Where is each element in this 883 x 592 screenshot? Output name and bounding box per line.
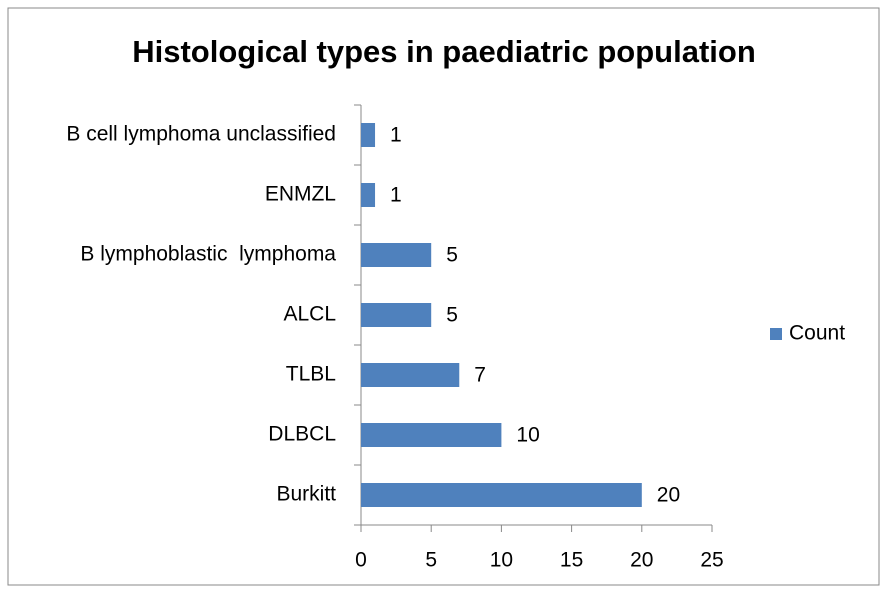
bar xyxy=(361,243,432,267)
bar xyxy=(361,303,432,327)
y-tick-label: B lymphoblastic lymphoma xyxy=(80,243,336,266)
data-label: 1 xyxy=(390,124,402,147)
y-tick-label: ENMZL xyxy=(265,183,336,206)
y-tick-label: Burkitt xyxy=(276,483,336,506)
data-label: 5 xyxy=(446,244,458,267)
data-label: 7 xyxy=(474,364,486,387)
x-tick-label: 15 xyxy=(560,549,583,572)
x-tick-label: 10 xyxy=(490,549,513,572)
x-tick-label: 20 xyxy=(630,549,653,572)
x-tick-label: 0 xyxy=(355,549,367,572)
bar xyxy=(361,423,502,447)
chart-title: Histological types in paediatric populat… xyxy=(132,34,756,69)
x-tick-label: 25 xyxy=(700,549,723,572)
data-label: 10 xyxy=(516,424,539,447)
y-tick-label: DLBCL xyxy=(268,423,336,446)
y-tick-label: B cell lymphoma unclassified xyxy=(66,123,336,146)
data-label: 20 xyxy=(657,484,680,507)
data-label: 5 xyxy=(446,304,458,327)
data-label: 1 xyxy=(390,184,402,207)
bar xyxy=(361,483,642,507)
legend-swatch xyxy=(770,328,782,340)
bar xyxy=(361,123,376,147)
bar xyxy=(361,363,460,387)
bar xyxy=(361,183,376,207)
legend-label: Count xyxy=(789,322,845,345)
y-tick-label: ALCL xyxy=(283,303,336,326)
x-tick-label: 5 xyxy=(425,549,437,572)
y-tick-label: TLBL xyxy=(286,363,336,386)
